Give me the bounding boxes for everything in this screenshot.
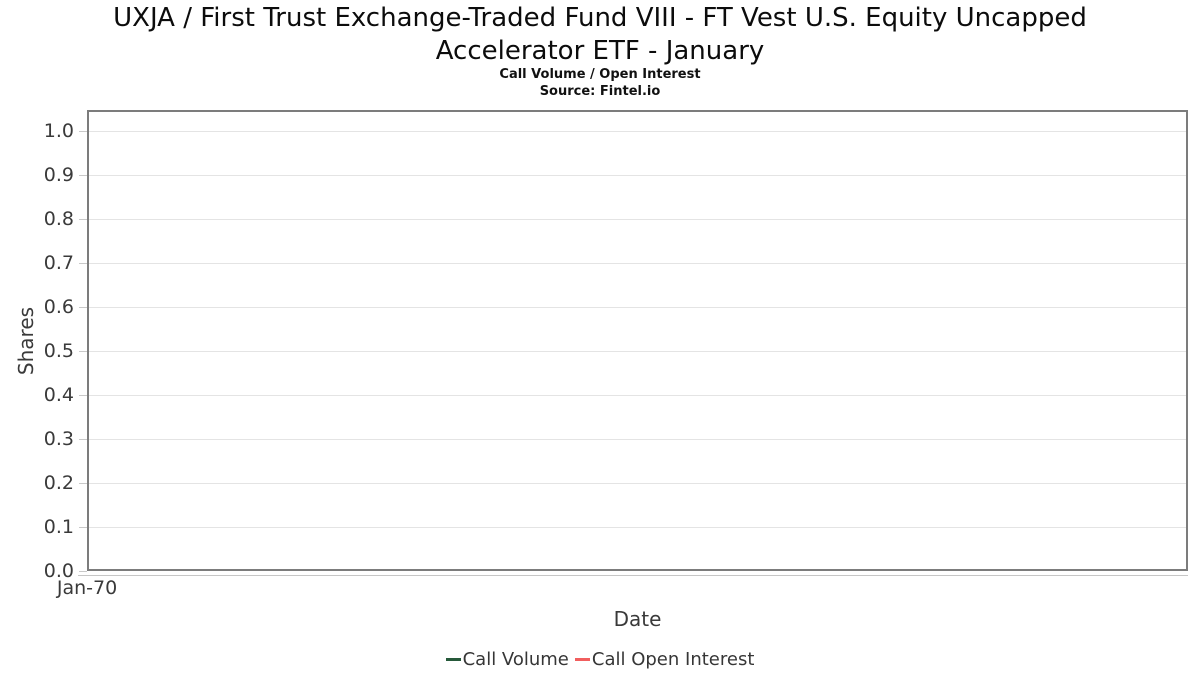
legend-line-icon xyxy=(574,657,590,661)
y-tick xyxy=(79,351,87,352)
y-tick-label: 1.0 xyxy=(43,120,74,142)
y-tick xyxy=(79,395,87,396)
y-tick xyxy=(79,527,87,528)
y-tick xyxy=(79,131,87,132)
y-gridline xyxy=(89,131,1186,132)
legend-label: Call Open Interest xyxy=(591,648,755,670)
y-gridline xyxy=(89,175,1186,176)
y-tick xyxy=(79,439,87,440)
y-gridline xyxy=(89,263,1186,264)
y-tick-label: 0.4 xyxy=(43,384,74,406)
y-tick-label: 0.9 xyxy=(43,164,74,186)
y-gridline xyxy=(89,483,1186,484)
x-tick-label: Jan-70 xyxy=(56,577,118,599)
y-axis-label: Shares xyxy=(14,306,38,376)
legend-item: Call Open Interest xyxy=(574,648,755,670)
y-gridline xyxy=(89,219,1186,220)
y-gridline xyxy=(89,439,1186,440)
y-tick-label: 0.2 xyxy=(43,472,74,494)
y-tick xyxy=(79,175,87,176)
chart-title: UXJA / First Trust Exchange-Traded Fund … xyxy=(0,2,1200,68)
y-tick xyxy=(79,483,87,484)
y-tick-label: 0.7 xyxy=(43,252,74,274)
y-gridline xyxy=(89,395,1186,396)
x-axis-line xyxy=(78,575,1188,576)
plot-area xyxy=(87,110,1188,571)
chart-source: Source: Fintel.io xyxy=(539,84,661,99)
legend-label: Call Volume xyxy=(462,648,569,670)
y-tick-label: 0.3 xyxy=(43,428,74,450)
chart-title-text: UXJA / First Trust Exchange-Traded Fund … xyxy=(113,3,1087,66)
y-tick-label: 0.0 xyxy=(43,560,74,582)
y-gridline xyxy=(89,307,1186,308)
y-tick xyxy=(79,263,87,264)
y-tick xyxy=(79,219,87,220)
y-tick xyxy=(79,571,87,572)
legend-item: Call Volume xyxy=(445,648,569,670)
y-tick xyxy=(79,307,87,308)
chart-subtitle: Call Volume / Open Interest xyxy=(499,67,701,82)
legend: Call Volume Call Open Interest xyxy=(0,646,1200,672)
y-tick-label: 0.1 xyxy=(43,516,74,538)
y-gridline xyxy=(89,351,1186,352)
x-axis-label: Date xyxy=(613,607,662,631)
legend-line-icon xyxy=(445,657,461,661)
y-gridline xyxy=(89,527,1186,528)
y-tick-label: 0.8 xyxy=(43,208,74,230)
